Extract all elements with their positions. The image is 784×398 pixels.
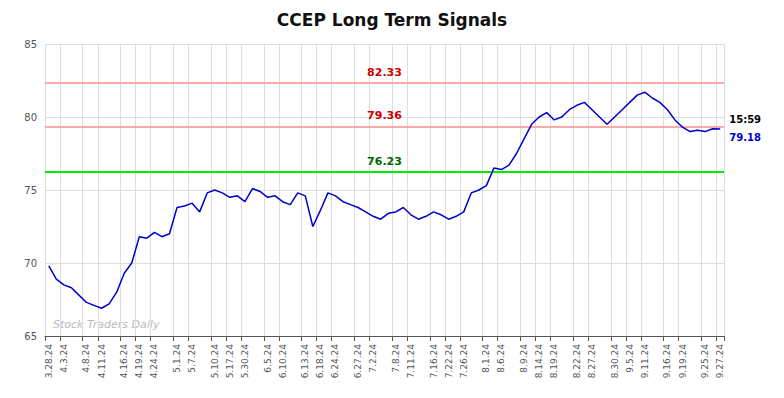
svg-text:7.26.24: 7.26.24 [459,344,469,379]
svg-text:76.23: 76.23 [367,155,402,168]
svg-text:8.6.24: 8.6.24 [496,344,506,373]
svg-text:75: 75 [24,185,37,196]
svg-text:65: 65 [24,331,37,342]
svg-text:9.5.24: 9.5.24 [625,344,635,373]
svg-text:7.16.24: 7.16.24 [429,344,439,379]
svg-text:8.9.24: 8.9.24 [519,344,529,373]
svg-text:5.10.24: 5.10.24 [210,344,220,379]
svg-text:6.10.24: 6.10.24 [278,344,288,379]
svg-text:8.14.24: 8.14.24 [534,344,544,379]
svg-text:6.13.24: 6.13.24 [300,344,310,379]
svg-text:9.11.24: 9.11.24 [640,344,650,379]
svg-text:4.24.24: 4.24.24 [149,344,159,379]
svg-text:8.22.24: 8.22.24 [572,344,582,379]
svg-text:4.11.24: 4.11.24 [97,344,107,379]
svg-text:8.27.24: 8.27.24 [587,344,597,379]
svg-text:6.5.24: 6.5.24 [263,344,273,373]
svg-text:5.1.24: 5.1.24 [172,344,182,373]
svg-text:8.1.24: 8.1.24 [481,344,491,373]
svg-text:8.30.24: 8.30.24 [610,344,620,379]
svg-text:70: 70 [24,258,37,269]
svg-text:6.27.24: 6.27.24 [353,344,363,379]
svg-text:80: 80 [24,112,37,123]
svg-text:7.8.24: 7.8.24 [391,344,401,373]
svg-text:7.2.24: 7.2.24 [368,344,378,373]
svg-text:5.30.24: 5.30.24 [240,344,250,379]
svg-text:15:59: 15:59 [729,114,761,125]
svg-text:82.33: 82.33 [367,66,402,79]
svg-text:7.11.24: 7.11.24 [406,344,416,379]
svg-text:4.3.24: 4.3.24 [59,344,69,373]
svg-text:CCEP Long Term Signals: CCEP Long Term Signals [277,10,507,30]
svg-text:9.16.24: 9.16.24 [662,344,672,379]
svg-text:5.7.24: 5.7.24 [187,344,197,373]
svg-text:79.36: 79.36 [367,109,402,122]
svg-text:79.18: 79.18 [729,132,761,143]
svg-text:8.19.24: 8.19.24 [549,344,559,379]
svg-text:6.24.24: 6.24.24 [330,344,340,379]
svg-text:4.16.24: 4.16.24 [119,344,129,379]
svg-text:6.18.24: 6.18.24 [315,344,325,379]
svg-text:7.22.24: 7.22.24 [444,344,454,379]
svg-text:5.17.24: 5.17.24 [225,344,235,379]
svg-text:9.27.24: 9.27.24 [715,344,725,379]
svg-text:4.8.24: 4.8.24 [81,344,91,373]
svg-text:85: 85 [24,39,37,50]
svg-text:Stock Traders Daily: Stock Traders Daily [53,318,160,331]
svg-text:4.19.24: 4.19.24 [134,344,144,379]
svg-text:3.28.24: 3.28.24 [44,344,54,379]
svg-text:9.25.24: 9.25.24 [700,344,710,379]
svg-text:9.19.24: 9.19.24 [678,344,688,379]
